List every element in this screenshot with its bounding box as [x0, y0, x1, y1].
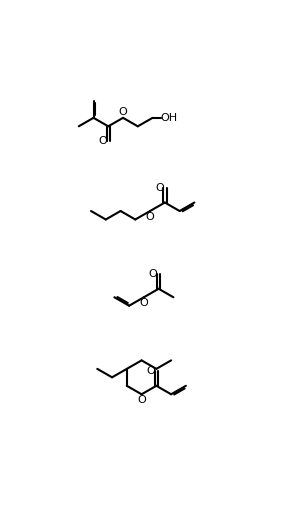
Text: O: O	[98, 136, 107, 147]
Text: O: O	[155, 183, 164, 193]
Text: O: O	[137, 395, 146, 406]
Text: OH: OH	[160, 113, 178, 123]
Text: O: O	[147, 367, 155, 376]
Text: O: O	[149, 269, 158, 279]
Text: O: O	[140, 298, 148, 308]
Text: O: O	[119, 107, 127, 116]
Text: O: O	[146, 212, 155, 222]
